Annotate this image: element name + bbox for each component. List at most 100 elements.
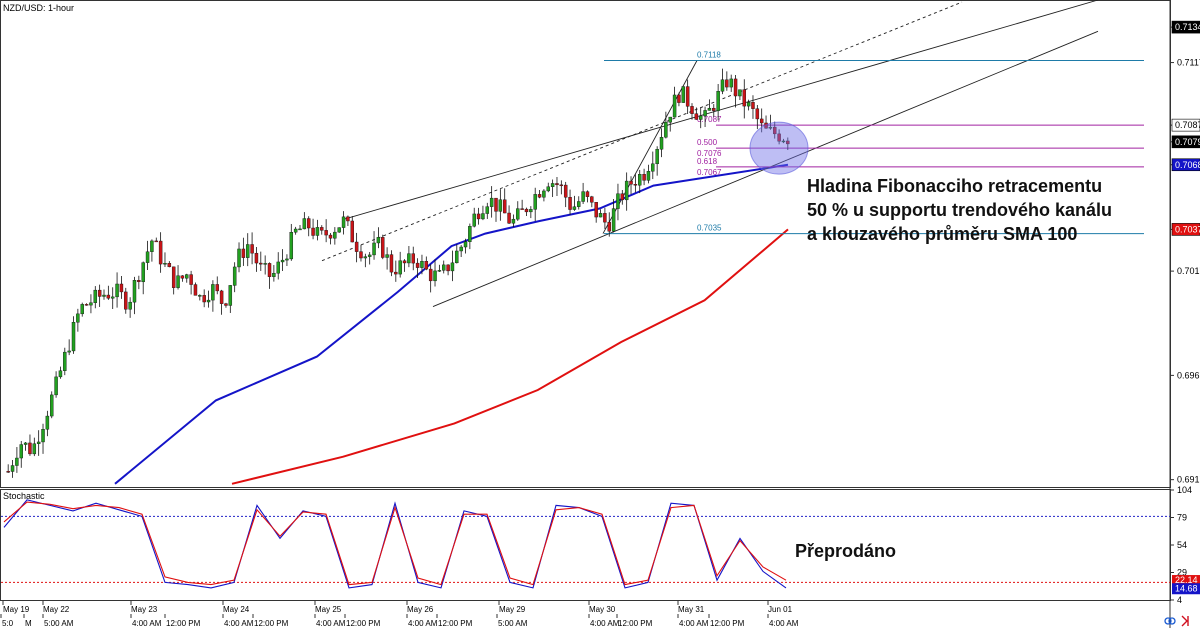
candle-body	[712, 107, 716, 111]
date-label: May 19	[3, 605, 30, 614]
candle-body	[198, 295, 202, 297]
candle-body	[468, 226, 472, 242]
candle-body	[354, 241, 359, 252]
candle-body	[306, 218, 311, 229]
stochastic-annotation: Přeprodáno	[795, 541, 896, 561]
price-tick-label: 0.6967	[1177, 370, 1200, 380]
candle-body	[63, 351, 67, 371]
highlight-circle	[749, 121, 809, 175]
candle-body	[651, 163, 655, 172]
candle-body	[50, 394, 54, 417]
fib-level-label: 0.7035	[697, 224, 722, 233]
candle-body	[293, 228, 298, 233]
candle-body	[598, 213, 603, 218]
price-tick-label: 0.7017	[1177, 266, 1200, 276]
candle-body	[289, 232, 294, 260]
candle-body	[629, 180, 633, 185]
sma-line	[231, 228, 789, 485]
candle-body	[341, 216, 346, 228]
price-badge	[1171, 20, 1200, 34]
date-label: May 25	[315, 605, 342, 614]
time-label: 12:00 PM	[438, 619, 473, 628]
candle-body	[424, 261, 429, 270]
time-label: 4:00 AM	[590, 619, 620, 628]
candle-body	[93, 289, 98, 303]
title-bg	[1, 1, 69, 13]
candle-body	[498, 199, 503, 212]
fib-level-label: 0.7118	[697, 50, 721, 59]
candle-body	[703, 110, 707, 117]
candle-body	[154, 240, 158, 243]
candle-body	[324, 230, 328, 236]
candle-body	[433, 270, 437, 282]
candle-body	[607, 221, 611, 232]
candle-body	[455, 250, 459, 264]
candle-body	[694, 113, 699, 120]
link-icon[interactable]	[1164, 617, 1172, 625]
candle-body	[376, 237, 381, 244]
candle-body	[590, 196, 594, 203]
candle-body	[363, 256, 368, 259]
time-label: 4:00 AM	[769, 619, 799, 628]
candle-body	[459, 246, 463, 252]
candle-body	[224, 303, 228, 306]
candle-body	[137, 280, 141, 283]
candle-body	[124, 291, 128, 310]
candle-body	[28, 442, 32, 455]
candle-body	[773, 126, 777, 135]
candle-body	[76, 313, 80, 323]
time-label: 4:00 AM	[132, 619, 162, 628]
tool-icons[interactable]	[1164, 615, 1189, 627]
candle-body	[646, 171, 651, 181]
stoch-badge-label: 22.14	[1175, 575, 1198, 585]
candle-body	[333, 231, 337, 239]
support-highlight	[749, 121, 809, 175]
candle-body	[145, 251, 150, 263]
date-label: May 23	[131, 605, 158, 614]
candle-body	[141, 262, 145, 283]
candle-body	[507, 212, 511, 224]
candle-body	[54, 376, 58, 396]
fib-level-label: 0.618	[697, 157, 718, 166]
candle-body	[176, 275, 180, 288]
date-label: Jun 01	[768, 605, 793, 614]
candle-body	[367, 254, 372, 257]
candle-body	[668, 116, 672, 123]
candle-body	[720, 79, 725, 92]
time-label: 12:00 PM	[618, 619, 653, 628]
candle-body	[529, 209, 533, 213]
candle-body	[84, 304, 89, 306]
candle-body	[524, 208, 529, 213]
candle-body	[611, 208, 616, 232]
date-label: May 29	[499, 605, 526, 614]
candle-body	[738, 89, 742, 97]
candle-body	[150, 240, 154, 252]
channel-upper	[344, 0, 1099, 220]
price-badge-label: 0.7134	[1175, 22, 1200, 32]
candle-body	[664, 122, 668, 138]
candle-body	[716, 91, 720, 111]
candle-body	[6, 471, 10, 473]
candle-body	[272, 272, 276, 277]
candle-body	[267, 263, 272, 277]
time-label: 4:00 AM	[224, 619, 254, 628]
candle-body	[10, 465, 15, 472]
candle-body	[372, 242, 376, 256]
candle-body	[725, 79, 729, 88]
candle-body	[350, 220, 354, 243]
arrow-end-icon[interactable]	[1181, 615, 1189, 627]
channel-lower	[432, 30, 1099, 307]
candle-body	[659, 137, 664, 150]
time-label: 5:0	[2, 619, 14, 628]
candle-body	[41, 429, 45, 443]
candle-body	[577, 201, 581, 207]
candle-body	[189, 274, 193, 285]
annotation-line-2: 50 % u supportu trendového kanálu	[807, 200, 1112, 220]
stoch-tick-label: 104	[1177, 485, 1192, 495]
candle-body	[781, 140, 786, 143]
candle-body	[568, 197, 572, 210]
candle-body	[97, 289, 102, 297]
